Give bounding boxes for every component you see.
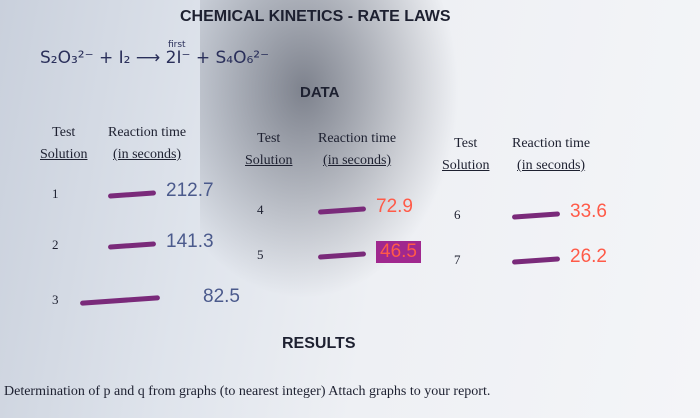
test-number: 2 [52, 237, 59, 252]
reaction-time: 33.6 [570, 201, 607, 222]
crossed-out-value [511, 211, 561, 220]
header-line: Solution [40, 147, 88, 162]
title: CHEMICAL KINETICS - RATE LAWS [180, 8, 451, 25]
header-line: Test [257, 131, 281, 146]
time-header: Reaction time (in seconds) [108, 122, 186, 166]
test-number: 5 [257, 247, 264, 262]
reaction-time: 26.2 [570, 246, 607, 267]
reaction-time: 212.7 [166, 180, 214, 201]
header-line: Test [52, 125, 76, 140]
header-line: (in seconds) [113, 147, 182, 162]
test-number: 7 [454, 252, 461, 267]
crossed-out-value [107, 190, 157, 199]
crossed-out-value [79, 295, 161, 306]
results-line: Determination of p and q from graphs (to… [4, 384, 491, 399]
test-number: 6 [454, 207, 461, 222]
crossed-out-value [511, 256, 561, 265]
test-number: 3 [52, 292, 59, 307]
time-header: Reaction time (in seconds) [512, 133, 590, 177]
results-heading: RESULTS [282, 335, 356, 352]
test-header: Test Solution [40, 122, 87, 166]
header-line: Test [454, 136, 478, 151]
header-line: (in seconds) [323, 153, 392, 168]
header-line: (in seconds) [517, 158, 586, 173]
header-line: Solution [245, 153, 293, 168]
crossed-out-value [107, 241, 157, 250]
header-line: Solution [442, 158, 490, 173]
test-number: 1 [52, 186, 59, 201]
reaction-time: 72.9 [376, 196, 413, 217]
header-line: Reaction time [512, 136, 591, 151]
reaction-time: 82.5 [203, 286, 240, 307]
reaction-time: 46.5 [376, 241, 421, 263]
arrow-label: first [168, 40, 186, 50]
test-header: Test Solution [442, 133, 489, 177]
header-line: Reaction time [108, 125, 187, 140]
reaction-time: 141.3 [166, 231, 214, 252]
time-header: Reaction time (in seconds) [318, 128, 396, 172]
header-line: Reaction time [318, 131, 397, 146]
test-number: 4 [257, 202, 264, 217]
data-heading: DATA [300, 84, 340, 101]
equation: S₂O₃²⁻ + I₂ ⟶ 2I⁻ + S₄O₆²⁻ [40, 48, 270, 68]
test-header: Test Solution [245, 128, 292, 172]
